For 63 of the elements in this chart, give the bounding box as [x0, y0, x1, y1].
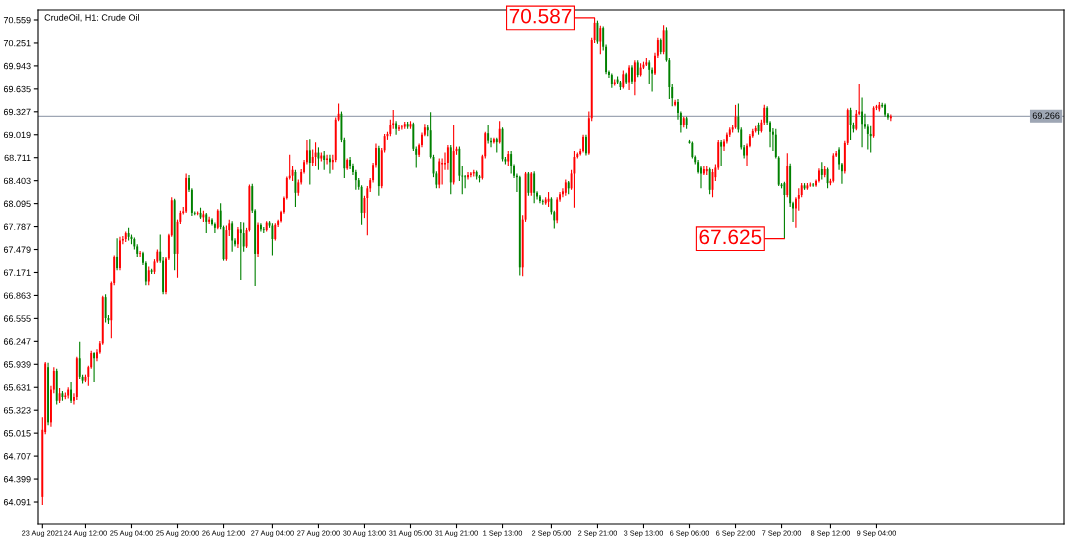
y-tick-label: 64.707: [3, 453, 31, 460]
candlestick: [93, 351, 96, 383]
candlestick: [119, 236, 121, 271]
candlestick: [599, 25, 602, 55]
candlestick: [259, 222, 262, 233]
candlestick: [533, 170, 536, 204]
y-tick-label: 68.403: [3, 177, 31, 185]
candlestick: [104, 293, 107, 324]
y-tick-label: 64.091: [3, 498, 31, 506]
candlestick: [538, 194, 541, 204]
candlestick: [817, 167, 820, 183]
y-tick-label: 65.015: [3, 430, 31, 437]
candlestick: [585, 134, 587, 157]
y-tick-label: 67.787: [3, 223, 31, 230]
y-tick-label: 65.631: [3, 384, 31, 391]
candlestick: [257, 222, 259, 258]
y-tick-label: 69.943: [3, 62, 31, 70]
candlestick: [530, 171, 533, 197]
candlestick: [213, 222, 216, 234]
candlestick: [861, 96, 864, 148]
y-tick-label: 69.019: [3, 131, 31, 139]
y-tick-label: 67.171: [3, 269, 31, 276]
annotation: 67.625: [699, 229, 762, 245]
candlestick: [855, 109, 858, 131]
candlestick: [556, 196, 559, 224]
candlestick: [239, 221, 242, 281]
candlestick: [510, 150, 513, 174]
y-tick-label: 67.479: [3, 246, 31, 253]
candlestick: [438, 157, 441, 189]
candlestick: [398, 124, 400, 132]
y-tick-label: 70.251: [3, 39, 31, 47]
candlestick: [720, 139, 723, 167]
candlestick: [205, 212, 208, 234]
candlestick: [631, 64, 633, 85]
y-tick-label: 65.323: [3, 407, 31, 414]
y-tick-label: 68.095: [3, 200, 31, 207]
y-tick-label: 65.939: [3, 361, 31, 368]
candlestick: [70, 381, 73, 404]
y-tick-label: 64.399: [3, 476, 31, 483]
ref-line-label: 69.266: [1032, 112, 1060, 119]
y-tick-label: 66.555: [3, 315, 31, 322]
candlestick: [467, 171, 469, 180]
candlestick: [139, 250, 142, 258]
candlestick: [78, 341, 81, 380]
y-tick-label: 66.247: [3, 338, 31, 345]
candlestick: [498, 120, 501, 145]
candlestick: [869, 125, 872, 154]
y-tick-label: 66.863: [3, 292, 31, 299]
candlestick: [308, 138, 311, 186]
annotation: 70.587: [509, 8, 572, 24]
candlestick: [628, 64, 631, 91]
candlestick: [582, 134, 585, 154]
y-tick-label: 69.327: [3, 108, 31, 116]
y-tick-label: 70.559: [3, 16, 31, 24]
chart-title: CrudeOil, H1: Crude Oil: [44, 14, 139, 22]
candlestick: [469, 171, 472, 178]
candlestick: [400, 124, 403, 131]
y-tick-label: 69.635: [3, 85, 31, 93]
candlestick: [242, 222, 245, 253]
candlestick: [633, 59, 636, 96]
candlestick: [216, 208, 219, 230]
y-tick-label: 68.711: [4, 154, 31, 162]
candlestick: [147, 266, 150, 286]
